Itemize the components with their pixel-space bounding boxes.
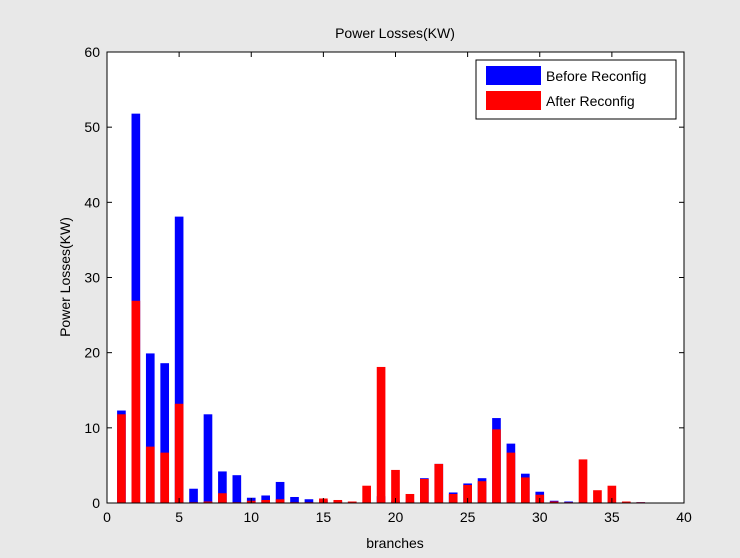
bar-before-8	[218, 471, 227, 503]
bar-before-4	[160, 363, 170, 503]
chart-title: Power Losses(KW)	[335, 25, 455, 41]
x-tick-label: 15	[316, 509, 332, 525]
y-tick-label: 20	[84, 345, 100, 361]
bar-after-16	[333, 499, 343, 503]
bar-after-25	[463, 484, 472, 503]
x-tick-label: 20	[388, 509, 404, 525]
bar-after-24	[448, 493, 458, 503]
bar-before-6	[189, 488, 198, 503]
legend: Before Reconfig After Reconfig	[475, 59, 677, 120]
bar-after-34	[593, 490, 602, 503]
legend-swatch-before	[486, 66, 541, 85]
y-tick-label: 30	[84, 270, 100, 286]
x-tick-label: 10	[243, 509, 259, 525]
bar-after-20	[391, 469, 400, 503]
legend-label-before: Before Reconfig	[546, 68, 646, 84]
x-tick-label: 30	[532, 509, 548, 525]
x-tick-label: 35	[604, 509, 620, 525]
x-tick-label: 0	[103, 509, 111, 525]
bar-after-36	[621, 501, 631, 503]
y-tick-label: 40	[84, 194, 100, 210]
bar-before-13	[290, 496, 299, 503]
bar-before-11	[261, 495, 270, 503]
bar-after-5	[174, 403, 184, 503]
bar-after-21	[405, 493, 415, 503]
bar-after-35	[607, 485, 617, 503]
bar-after-27	[492, 429, 501, 503]
x-tick-label: 25	[460, 509, 476, 525]
legend-swatch-after	[486, 91, 541, 110]
bar-before-12	[275, 481, 285, 503]
y-tick-label: 50	[84, 119, 100, 135]
bar-before-7	[203, 414, 213, 503]
bar-after-29	[521, 477, 530, 503]
plot-area	[107, 52, 684, 503]
bar-before-9	[232, 475, 242, 503]
y-tick-label: 10	[84, 420, 100, 436]
bar-after-1	[117, 414, 126, 503]
bar-before-14	[304, 499, 314, 503]
bar-after-26	[477, 481, 487, 503]
bar-after-3	[145, 446, 155, 504]
bar-after-7	[203, 501, 213, 503]
y-axis-label: Power Losses(KW)	[57, 217, 73, 337]
bar-after-19	[376, 366, 386, 503]
bar-after-28	[506, 452, 516, 503]
bar-before-3	[145, 353, 155, 503]
bar-after-33	[578, 459, 588, 503]
x-axis-label: branches	[366, 535, 424, 551]
bar-before-5	[174, 216, 184, 503]
x-axis-ticks: 0 5 10 15 20 25 30 35 40	[103, 52, 692, 525]
legend-label-after: After Reconfig	[546, 93, 635, 109]
bar-after-8	[218, 493, 227, 503]
bar-after-18	[362, 485, 371, 503]
bar-after-2	[131, 300, 141, 503]
y-tick-label: 60	[84, 44, 100, 60]
y-tick-label: 0	[92, 495, 100, 511]
bar-after-31	[549, 501, 559, 503]
bar-after-17	[347, 501, 357, 503]
x-tick-label: 5	[175, 509, 183, 525]
y-axis-ticks: 0 10 20 30 40 50 60	[84, 44, 684, 511]
bar-after-11	[261, 499, 270, 503]
x-tick-label: 40	[676, 509, 692, 525]
bar-after-22	[420, 478, 429, 503]
bar-after-4	[160, 452, 170, 503]
bar-after-12	[275, 499, 285, 503]
bar-after-23	[434, 463, 444, 503]
